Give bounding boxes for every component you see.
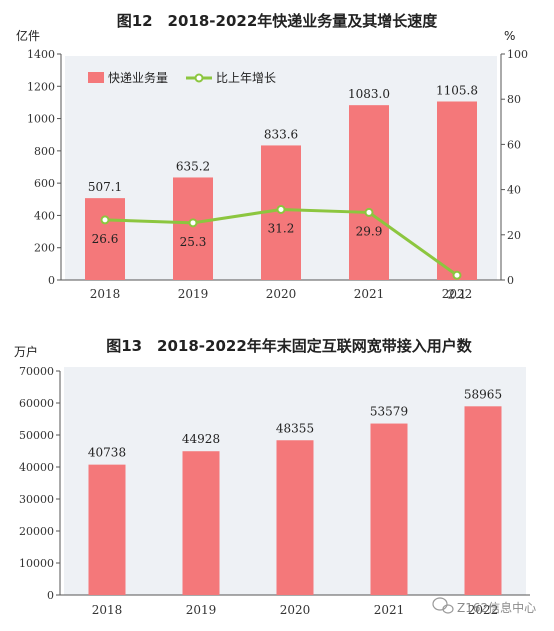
growth-value-label: 26.6 (92, 232, 119, 246)
bar (88, 464, 126, 595)
bar (173, 177, 213, 280)
y-tick-label: 0 (47, 589, 54, 602)
wechat-bubble-small (442, 604, 454, 614)
y2-tick-label: 20 (507, 229, 521, 242)
growth-point (276, 204, 286, 214)
y-tick-label: 40000 (19, 461, 54, 474)
y-axis-label: 亿件 (16, 28, 40, 43)
y2-tick-label: 60 (507, 138, 521, 151)
growth-point (364, 207, 374, 217)
bar (85, 198, 125, 280)
bar-value-label: 833.6 (264, 127, 298, 141)
wechat-bubble-large (432, 597, 448, 611)
legend: 快递业务量 比上年增长 (88, 70, 276, 85)
y-axis-label: 万户 (14, 344, 38, 359)
growth-value-label: 25.3 (180, 235, 207, 249)
bar-value-label: 53579 (370, 405, 408, 419)
bar (464, 406, 502, 595)
legend-bar-label: 快递业务量 (108, 70, 168, 85)
growth-value-label: 31.2 (268, 221, 295, 235)
x-tick-label: 2018 (90, 287, 121, 301)
y-tick-label: 1200 (27, 80, 55, 93)
chart-title: 图13 2018-2022年年末固定互联网宽带接入用户数 (106, 337, 473, 355)
x-tick-label: 2021 (374, 603, 405, 617)
bar-value-label: 44928 (182, 432, 220, 446)
watermark: Z162信息中心 (432, 597, 536, 615)
y2-tick-label: 100 (507, 48, 528, 61)
y-tick-label: 200 (34, 242, 55, 255)
bar (276, 440, 314, 595)
bar-value-label: 58965 (464, 387, 502, 401)
bar (182, 451, 220, 595)
x-tick-label: 2019 (186, 603, 217, 617)
bar-value-label: 1083.0 (348, 87, 390, 101)
x-tick-label: 2020 (266, 287, 297, 301)
bar-value-label: 48355 (276, 421, 314, 435)
y-tick-label: 400 (34, 209, 55, 222)
x-tick-label: 2019 (178, 287, 209, 301)
watermark-text: Z162信息中心 (457, 600, 536, 615)
x-tick-label: 2022 (442, 287, 473, 301)
y2-tick-label: 0 (507, 274, 514, 287)
growth-point (100, 215, 110, 225)
growth-point (188, 218, 198, 228)
x-tick-label: 2018 (92, 603, 123, 617)
y-tick-label: 1000 (27, 113, 55, 126)
chart-title: 图12 2018-2022年快递业务量及其增长速度 (117, 12, 439, 30)
x-tick-label: 2022 (468, 603, 499, 617)
y-tick-label: 600 (34, 177, 55, 190)
x-tick-label: 2020 (280, 603, 311, 617)
bar (349, 105, 389, 281)
y-tick-label: 30000 (19, 493, 54, 506)
y-tick-label: 50000 (19, 429, 54, 442)
y-tick-label: 20000 (19, 525, 54, 538)
wechat-logo-icon (432, 597, 454, 614)
y-tick-label: 1400 (27, 48, 55, 61)
growth-point (452, 270, 462, 280)
growth-value-label: 29.9 (356, 224, 383, 238)
bar-value-label: 1105.8 (436, 83, 478, 97)
x-tick-label: 2021 (354, 287, 385, 301)
y2-tick-label: 80 (507, 93, 521, 106)
y-tick-label: 800 (34, 145, 55, 158)
y2-axis-label: % (504, 29, 515, 43)
legend-line-marker (194, 73, 204, 83)
y2-tick-label: 40 (507, 184, 521, 197)
y-tick-label: 0 (48, 274, 55, 287)
chart-13: 图13 2018-2022年年末固定互联网宽带接入用户数 万户 0 10000 2000… (14, 337, 530, 617)
y-tick-label: 60000 (19, 397, 54, 410)
legend-bar-swatch (88, 72, 104, 83)
legend-line-label: 比上年增长 (216, 71, 276, 85)
bar-value-label: 507.1 (88, 180, 122, 194)
y-tick-label: 10000 (19, 557, 54, 570)
bar (370, 423, 408, 595)
y-tick-label: 70000 (19, 365, 54, 378)
bar (437, 101, 477, 281)
bar-value-label: 635.2 (176, 159, 210, 173)
bar-value-label: 40738 (88, 446, 126, 460)
growth-value-label: 2.1 (447, 287, 466, 301)
